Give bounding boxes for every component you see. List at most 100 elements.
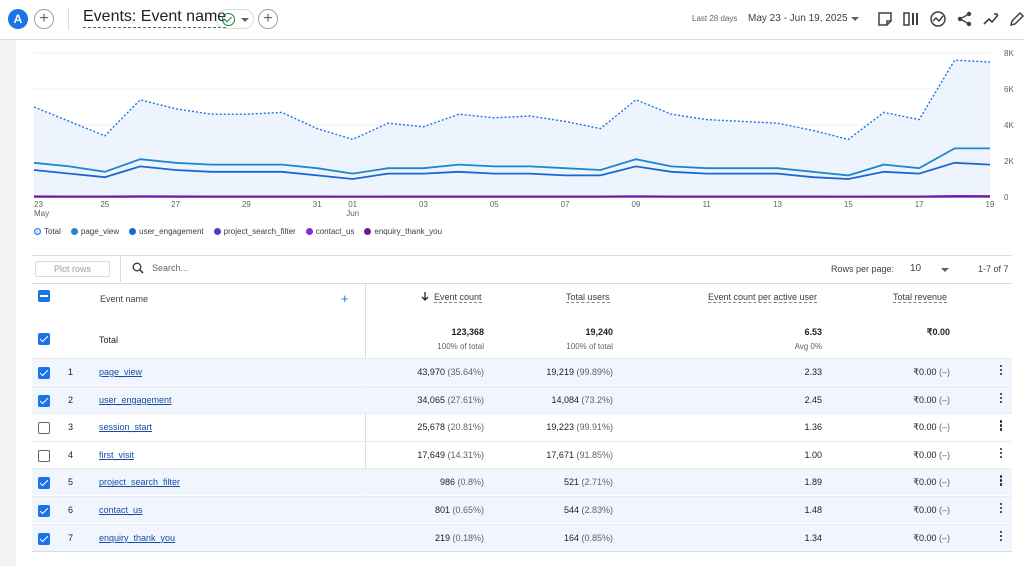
total-users-share: (99.89%): [576, 367, 613, 377]
select-all-checkbox[interactable]: [38, 290, 50, 302]
more-vert-icon[interactable]: [1000, 420, 1003, 433]
series-line-total: [33, 59, 991, 141]
column-header-event-count[interactable]: Event count: [434, 292, 482, 303]
chevron-down-icon[interactable]: [941, 268, 949, 272]
table-row[interactable]: 5 project_search_filter 986 (0.8%) 521 (2.7…: [32, 468, 1012, 496]
event-count-value: 43,970: [417, 367, 445, 377]
add-dimension-button[interactable]: +: [341, 291, 349, 306]
total-users-cell: 17,671 (91.85%): [493, 450, 613, 460]
event-count-value: 986: [439, 477, 455, 488]
event-count-per-user-cell: 1.34: [804, 532, 822, 543]
row-checkbox[interactable]: [38, 422, 50, 435]
more-vert-icon[interactable]: [1000, 530, 1003, 544]
total-users-cell: 19,223 (99.91%): [493, 422, 613, 432]
legend-item[interactable]: Total: [34, 227, 61, 236]
add-comparison-button[interactable]: +: [34, 9, 54, 29]
table-row[interactable]: 3 session_start 25,678 (20.81%) 19,223 (99.…: [32, 413, 1012, 440]
event-name-link[interactable]: page_view: [99, 367, 143, 377]
row-index: 7: [68, 532, 74, 543]
x-tick-label: 15: [844, 200, 853, 209]
legend-item[interactable]: user_engagement: [129, 227, 204, 236]
plot-rows-button[interactable]: Plot rows: [35, 261, 110, 277]
row-checkbox[interactable]: [38, 532, 50, 545]
avatar[interactable]: A: [8, 9, 28, 29]
y-tick-label: 6K: [1004, 85, 1014, 94]
event-count-value: 25,678: [417, 422, 445, 433]
table-row[interactable]: 6 contact_us 801 (0.65%) 544 (2.83%) 1.48 ₹0.…: [32, 496, 1012, 523]
total-row-checkbox[interactable]: [38, 333, 50, 345]
column-header-total-users[interactable]: Total users: [566, 292, 610, 303]
search-icon[interactable]: [132, 262, 144, 274]
event-name-link[interactable]: project_search_filter: [99, 477, 181, 488]
sort-descending-icon[interactable]: [421, 292, 429, 302]
legend-item[interactable]: page_view: [70, 227, 119, 236]
event-count-cell: 43,970 (35.64%): [364, 367, 484, 377]
legend-item[interactable]: enquiry_thank_you: [364, 227, 442, 236]
row-index: 5: [68, 477, 74, 488]
more-vert-icon[interactable]: [1000, 503, 1003, 516]
legend-item[interactable]: contact_us: [305, 227, 354, 236]
share-icon[interactable]: [956, 10, 974, 28]
total-users-value: 19,219: [546, 367, 574, 377]
revenue-value: ₹0.00: [913, 449, 937, 460]
total-users-cell: 164 (0.85%): [493, 533, 613, 543]
total-event-count-per-user: 6.53: [804, 327, 822, 337]
total-label: Total: [99, 335, 119, 345]
event-count-per-user-cell: 2.45: [804, 394, 822, 405]
event-count-cell: 17,649 (14.31%): [364, 450, 484, 460]
row-checkbox[interactable]: [38, 449, 50, 462]
more-vert-icon[interactable]: [1000, 392, 1003, 406]
row-checkbox[interactable]: [38, 505, 50, 517]
event-count-cell: 34,065 (27.61%): [364, 395, 484, 405]
row-checkbox[interactable]: [38, 394, 50, 407]
x-tick-label: 03: [419, 200, 428, 209]
event-name-link[interactable]: user_engagement: [99, 394, 172, 405]
column-header-event-name[interactable]: Event name: [100, 294, 149, 304]
compare-icon[interactable]: [902, 10, 920, 28]
revenue-cell: ₹0.00 (–): [850, 477, 950, 488]
row-checkbox[interactable]: [38, 367, 50, 379]
event-name-link[interactable]: first_visit: [99, 449, 135, 460]
more-vert-icon[interactable]: [1000, 447, 1003, 461]
table-row[interactable]: 2 user_engagement 34,065 (27.61%) 14,084 (7…: [32, 385, 1012, 413]
search-input[interactable]: Search...: [152, 263, 189, 273]
top-bar: A + Events: Event name + Last 28 days Ma…: [0, 0, 1024, 40]
total-users-value: 14,084: [551, 394, 579, 405]
event-name-link[interactable]: enquiry_thank_you: [99, 532, 176, 543]
row-checkbox[interactable]: [38, 477, 50, 490]
insights-icon[interactable]: [929, 10, 947, 28]
note-icon[interactable]: [876, 10, 894, 28]
y-tick-label: 8K: [1004, 49, 1014, 58]
trend-icon[interactable]: [982, 10, 1000, 28]
event-name-link[interactable]: contact_us: [99, 505, 143, 515]
legend-label: project_search_filter: [223, 227, 296, 236]
series-line-page-view: [33, 147, 990, 177]
rows-per-page-select[interactable]: 10: [910, 263, 922, 274]
total-users-share: 100% of total: [566, 342, 613, 351]
add-filter-button[interactable]: +: [258, 9, 278, 29]
legend-item[interactable]: project_search_filter: [213, 227, 296, 236]
column-header-event-count-per-user[interactable]: Event count per active user: [708, 292, 818, 303]
edit-icon[interactable]: [1008, 10, 1024, 28]
table-row[interactable]: 7 enquiry_thank_you 219 (0.18%) 164 (0.85%)…: [32, 523, 1012, 551]
status-dropdown[interactable]: [216, 9, 254, 29]
event-count-per-user-cell: 2.33: [804, 367, 822, 377]
date-range-picker[interactable]: May 23 - Jun 19, 2025: [748, 13, 848, 24]
column-header-total-revenue[interactable]: Total revenue: [893, 292, 948, 303]
y-tick-label: 0: [1004, 193, 1009, 202]
chevron-down-icon[interactable]: [851, 17, 859, 21]
chevron-down-icon: [241, 18, 249, 22]
x-tick-label: 07: [561, 200, 570, 209]
total-event-count-share: 100% of total: [437, 342, 484, 351]
event-name-link[interactable]: session_start: [99, 422, 153, 433]
page-title[interactable]: Events: Event name: [83, 8, 227, 28]
chart-legend: Total page_view user_engagement project_sea…: [34, 227, 442, 236]
event-count-value: 34,065: [417, 394, 445, 405]
legend-label: enquiry_thank_you: [374, 227, 443, 236]
more-vert-icon[interactable]: [1000, 365, 1003, 378]
table-row[interactable]: 1 page_view 43,970 (35.64%) 19,219 (99.89%)…: [32, 358, 1012, 385]
total-users-cell: 14,084 (73.2%): [493, 395, 613, 405]
more-vert-icon[interactable]: [1000, 475, 1003, 488]
event-count-per-user-cell: 1.48: [804, 505, 822, 515]
table-row[interactable]: 4 first_visit 17,649 (14.31%) 17,671 (91.85…: [32, 440, 1012, 468]
